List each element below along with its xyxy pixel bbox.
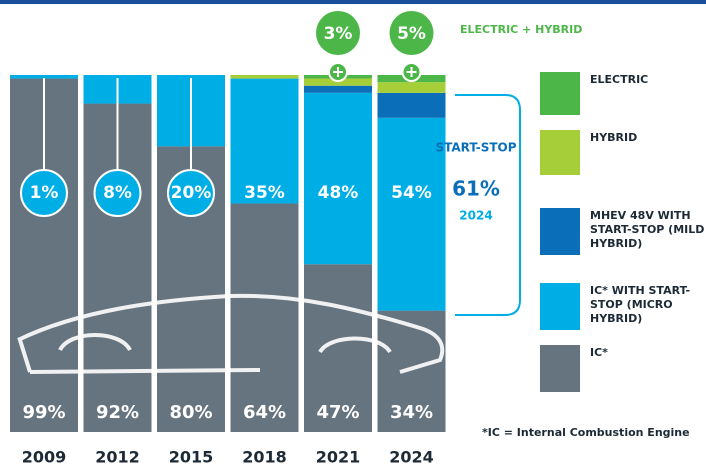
x-tick-label: 2024 bbox=[389, 448, 434, 467]
legend-swatch bbox=[540, 72, 580, 115]
ev-hybrid-value: 5% bbox=[397, 24, 426, 44]
bars bbox=[10, 75, 446, 432]
legend-label: IC* WITH START-STOP (MICRO HYBRID) bbox=[590, 284, 706, 326]
start-stop-year: 2024 bbox=[459, 209, 492, 223]
legend-swatch bbox=[540, 130, 580, 175]
value-label: 8% bbox=[103, 183, 132, 203]
x-tick-label: 2015 bbox=[169, 448, 214, 467]
value-label: 1% bbox=[30, 183, 59, 203]
value-label: 64% bbox=[243, 402, 286, 423]
legend-swatch bbox=[540, 345, 580, 392]
ev-hybrid-value: 3% bbox=[324, 24, 353, 44]
bar-segment bbox=[304, 93, 372, 264]
legend-label: ELECTRIC bbox=[590, 73, 706, 87]
bar-segment bbox=[231, 75, 299, 79]
page: 2009 99% 1% 2012 92% 8% 2015 80% 20% 2018 64% 35% 20… bbox=[0, 0, 706, 468]
x-tick-label: 2021 bbox=[316, 448, 361, 467]
legend-swatch bbox=[540, 283, 580, 330]
value-label: 47% bbox=[316, 402, 359, 423]
x-tick-label: 2009 bbox=[22, 448, 67, 467]
legend-label: HYBRID bbox=[590, 131, 706, 145]
value-label: 35% bbox=[244, 183, 285, 203]
bar-segment bbox=[378, 82, 446, 93]
start-stop-bracket bbox=[455, 95, 520, 315]
bar-segment bbox=[304, 86, 372, 93]
x-tick-label: 2012 bbox=[95, 448, 140, 467]
value-label: 54% bbox=[391, 183, 432, 203]
ev-hybrid-label: ELECTRIC + HYBRID bbox=[460, 23, 582, 36]
value-label: 99% bbox=[22, 402, 65, 423]
footnote: *IC = Internal Combustion Engine bbox=[482, 426, 690, 439]
bar-segment bbox=[378, 93, 446, 118]
legend-label: MHEV 48V WITH START-STOP (MILD HYBRID) bbox=[590, 209, 706, 251]
bar-segment bbox=[231, 204, 299, 432]
start-stop-value: 61% bbox=[452, 177, 500, 201]
value-label: 34% bbox=[390, 402, 433, 423]
start-stop-label: START-STOP bbox=[435, 141, 516, 155]
value-label: 92% bbox=[96, 402, 139, 423]
legend-label: IC* bbox=[590, 346, 706, 360]
value-label: 80% bbox=[169, 402, 212, 423]
x-tick-label: 2018 bbox=[242, 448, 287, 467]
value-label: 20% bbox=[171, 183, 212, 203]
top-stripe bbox=[0, 0, 706, 4]
legend-swatch bbox=[540, 208, 580, 255]
value-label: 48% bbox=[318, 183, 359, 203]
